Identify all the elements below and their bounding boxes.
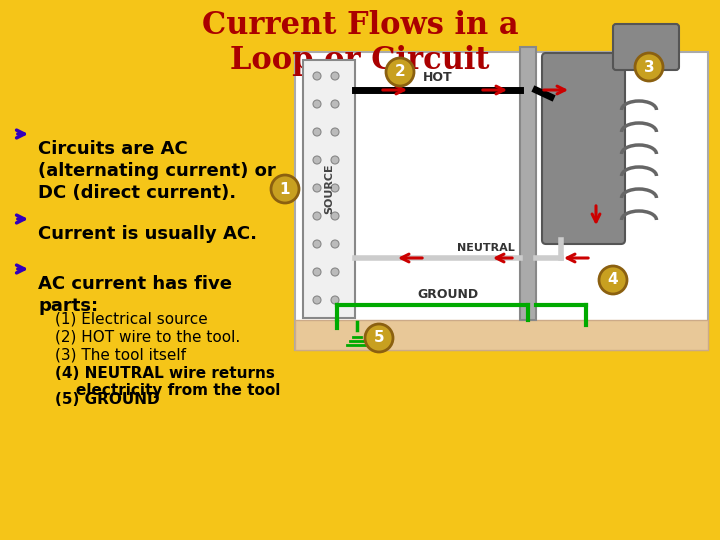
Text: AC current has five
parts:: AC current has five parts:	[38, 275, 232, 315]
Circle shape	[331, 184, 339, 192]
Circle shape	[313, 72, 321, 80]
Circle shape	[386, 58, 414, 86]
Text: (4) NEUTRAL wire returns
    electricity from the tool: (4) NEUTRAL wire returns electricity fro…	[55, 366, 280, 399]
Text: 1: 1	[280, 181, 290, 197]
FancyBboxPatch shape	[542, 53, 625, 244]
Circle shape	[313, 100, 321, 108]
Text: GROUND: GROUND	[418, 288, 479, 301]
FancyBboxPatch shape	[613, 24, 679, 70]
Text: 3: 3	[644, 59, 654, 75]
Text: 4: 4	[608, 273, 618, 287]
Text: Current is usually AC.: Current is usually AC.	[38, 225, 257, 243]
Circle shape	[313, 268, 321, 276]
Bar	[520, 47, 536, 320]
Circle shape	[331, 212, 339, 220]
Bar	[303, 60, 355, 318]
Circle shape	[331, 100, 339, 108]
Circle shape	[313, 296, 321, 304]
Text: (5) GROUND: (5) GROUND	[55, 392, 160, 407]
Text: (2) HOT wire to the tool.: (2) HOT wire to the tool.	[55, 330, 240, 345]
Circle shape	[331, 128, 339, 136]
Bar	[295, 320, 708, 350]
Text: 2: 2	[395, 64, 405, 79]
Bar	[295, 52, 708, 350]
Text: (3) The tool itself: (3) The tool itself	[55, 348, 186, 363]
Circle shape	[271, 175, 299, 203]
Circle shape	[313, 240, 321, 248]
Text: HOT: HOT	[423, 71, 452, 84]
Circle shape	[331, 268, 339, 276]
Circle shape	[331, 296, 339, 304]
Circle shape	[331, 156, 339, 164]
Circle shape	[313, 128, 321, 136]
Text: 5: 5	[374, 330, 384, 346]
Circle shape	[313, 184, 321, 192]
Circle shape	[331, 240, 339, 248]
Circle shape	[331, 72, 339, 80]
Text: SOURCE: SOURCE	[324, 164, 334, 214]
Circle shape	[313, 212, 321, 220]
Text: Circuits are AC
(alternating current) or
DC (direct current).: Circuits are AC (alternating current) or…	[38, 140, 276, 202]
Text: NEUTRAL: NEUTRAL	[457, 243, 515, 253]
Circle shape	[313, 156, 321, 164]
Circle shape	[599, 266, 627, 294]
Circle shape	[635, 53, 663, 81]
Circle shape	[365, 324, 393, 352]
Text: (1) Electrical source: (1) Electrical source	[55, 312, 208, 327]
Text: Current Flows in a
Loop or Circuit: Current Flows in a Loop or Circuit	[202, 10, 518, 76]
